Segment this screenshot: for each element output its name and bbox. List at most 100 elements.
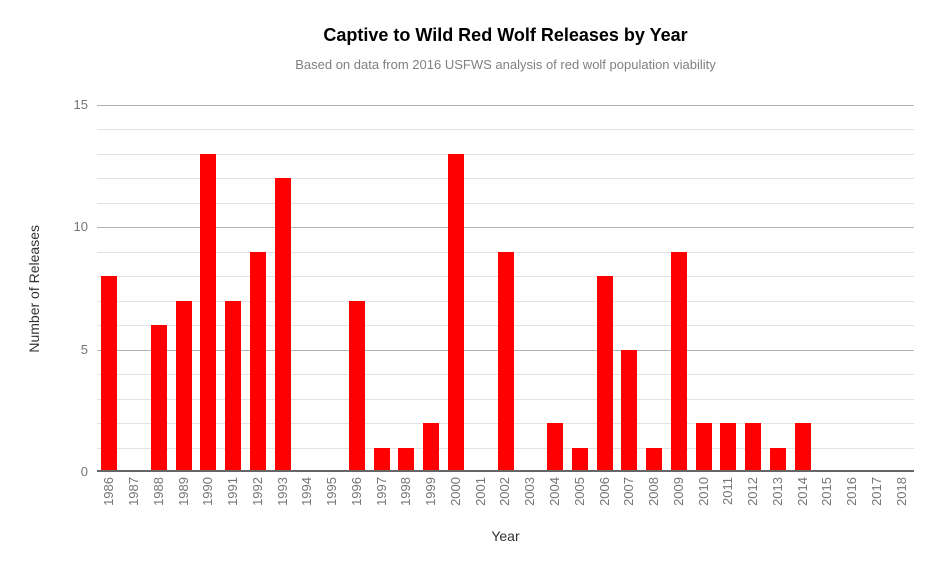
x-tick-label-text-1996: 1996 [348, 477, 364, 506]
bar-2014[interactable] [794, 423, 811, 472]
x-tick-label-1994: 1994 [295, 477, 320, 519]
bar-2011[interactable] [720, 423, 737, 472]
x-tick-label-2013: 2013 [765, 477, 790, 519]
x-tick-label-2002: 2002 [493, 477, 518, 519]
y-axis-title-text: Number of Releases [26, 224, 42, 353]
x-tick-label-text-2012: 2012 [745, 477, 761, 506]
x-tick-label-1992: 1992 [246, 477, 271, 519]
x-tick-label-text-2001: 2001 [472, 477, 488, 506]
x-tick-label-2017: 2017 [864, 477, 889, 519]
x-tick-label-text-1988: 1988 [150, 477, 166, 506]
x-tick-label-text-2006: 2006 [596, 477, 612, 506]
x-tick-label-text-2011: 2011 [720, 477, 736, 505]
bar-1993[interactable] [274, 178, 291, 472]
bar-1990[interactable] [200, 153, 217, 472]
x-tick-label-text-2016: 2016 [844, 477, 860, 506]
x-tick-label-1990: 1990 [196, 477, 221, 519]
x-tick-label-text-1992: 1992 [249, 477, 265, 506]
y-tick-label-15: 15 [73, 97, 88, 112]
x-tick-label-text-1990: 1990 [200, 477, 216, 506]
x-tick-label-2018: 2018 [889, 477, 914, 519]
y-tick-label-0: 0 [80, 464, 88, 479]
bar-2007[interactable] [621, 349, 638, 472]
x-tick-label-1998: 1998 [394, 477, 419, 519]
bar-2010[interactable] [695, 423, 712, 472]
x-tick-label-text-1989: 1989 [175, 477, 191, 506]
x-tick-label-1996: 1996 [345, 477, 370, 519]
bar-2004[interactable] [547, 423, 563, 472]
x-tick-label-text-2015: 2015 [819, 477, 835, 506]
x-tick-label-1986: 1986 [97, 477, 122, 519]
x-tick-label-2016: 2016 [840, 477, 865, 519]
bar-1986[interactable] [101, 276, 118, 472]
x-tick-label-1988: 1988 [147, 477, 172, 519]
minor-gridline-13 [97, 153, 914, 155]
bar-2013[interactable] [769, 447, 786, 472]
minor-gridline-11 [97, 202, 914, 204]
bar-2009[interactable] [670, 251, 687, 472]
bar-1988[interactable] [150, 325, 167, 472]
bar-2002[interactable] [497, 251, 514, 472]
x-tick-label-1997: 1997 [369, 477, 394, 519]
x-tick-label-text-2000: 2000 [447, 477, 463, 506]
x-tick-label-2005: 2005 [567, 477, 592, 519]
x-tick-label-2012: 2012 [741, 477, 766, 519]
y-axis-title: Number of Releases [24, 105, 44, 472]
x-tick-label-text-2017: 2017 [868, 477, 884, 506]
bar-1998[interactable] [398, 447, 415, 472]
x-tick-label-text-2009: 2009 [670, 477, 686, 506]
major-gridline-10 [97, 227, 914, 229]
bar-1996[interactable] [348, 300, 365, 472]
major-gridline-15 [97, 105, 914, 106]
x-tick-label-text-2004: 2004 [547, 477, 562, 506]
x-tick-label-text-2018: 2018 [893, 477, 909, 506]
x-tick-label-1999: 1999 [419, 477, 444, 519]
x-tick-label-1991: 1991 [221, 477, 246, 519]
bar-1989[interactable] [175, 300, 192, 472]
x-tick-label-1989: 1989 [171, 477, 196, 519]
minor-gridline-12 [97, 178, 914, 180]
x-tick-label-text-1993: 1993 [274, 477, 290, 506]
x-tick-label-2000: 2000 [444, 477, 469, 519]
bar-1997[interactable] [373, 447, 390, 472]
x-tick-label-text-2014: 2014 [794, 477, 810, 506]
x-tick-label-2007: 2007 [617, 477, 642, 519]
x-tick-label-text-1999: 1999 [423, 477, 439, 506]
x-tick-label-text-2007: 2007 [621, 477, 637, 506]
x-tick-label-text-1986: 1986 [101, 477, 117, 506]
x-tick-label-text-1997: 1997 [373, 477, 389, 506]
bar-2012[interactable] [745, 423, 762, 472]
minor-gridline-14 [97, 129, 914, 131]
chart-subtitle: Based on data from 2016 USFWS analysis o… [295, 57, 716, 72]
x-tick-label-text-2008: 2008 [646, 477, 662, 506]
chart-title: Captive to Wild Red Wolf Releases by Yea… [323, 25, 688, 45]
plot-area [97, 105, 914, 472]
x-tick-label-2006: 2006 [592, 477, 617, 519]
x-tick-label-2015: 2015 [815, 477, 840, 519]
x-tick-label-2009: 2009 [666, 477, 691, 519]
bar-1992[interactable] [249, 251, 266, 472]
y-tick-label-5: 5 [80, 341, 88, 357]
x-tick-label-text-1991: 1991 [225, 477, 241, 506]
x-tick-label-text-1998: 1998 [398, 477, 414, 506]
x-tick-label-2014: 2014 [790, 477, 815, 519]
x-tick-label-1993: 1993 [270, 477, 295, 519]
x-axis-title: Year [491, 528, 520, 544]
bar-1999[interactable] [423, 423, 440, 472]
x-axis-line [97, 470, 914, 472]
x-tick-label-2011: 2011 [716, 477, 741, 519]
bar-2000[interactable] [447, 153, 464, 472]
x-tick-label-1987: 1987 [122, 477, 147, 519]
x-tick-label-2004: 2004 [543, 477, 568, 519]
bar-2006[interactable] [596, 276, 613, 472]
bar-2005[interactable] [571, 447, 588, 472]
x-tick-label-text-2005: 2005 [571, 477, 587, 506]
y-tick-label-10: 10 [73, 219, 88, 235]
x-tick-label-text-1994: 1994 [299, 477, 315, 506]
x-tick-label-text-2013: 2013 [769, 477, 785, 506]
bar-1991[interactable] [225, 300, 242, 472]
x-tick-label-2003: 2003 [518, 477, 543, 519]
x-tick-label-text-2002: 2002 [497, 477, 513, 506]
bar-2008[interactable] [646, 447, 663, 472]
